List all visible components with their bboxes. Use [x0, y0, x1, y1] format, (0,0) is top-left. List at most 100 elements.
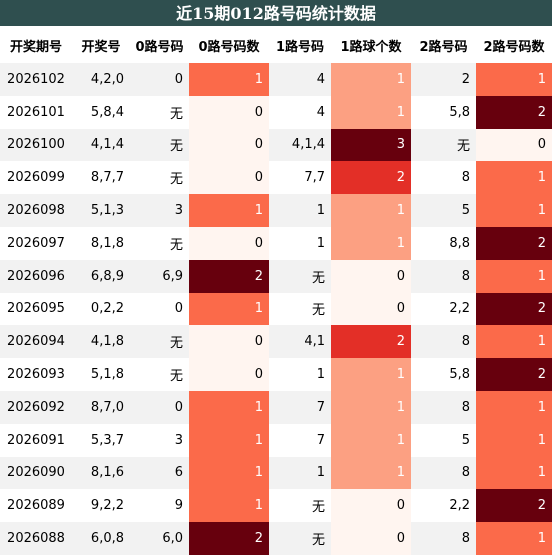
cell-route2-count: 1 [476, 423, 552, 457]
cell-route1-numbers: 1 [269, 194, 331, 227]
cell-draw-numbers: 8,1,6 [72, 456, 130, 490]
cell-issue: 2026090 [0, 456, 72, 490]
col-header-route2-numbers[interactable]: 2路号码 [411, 27, 476, 63]
cell-issue: 2026092 [0, 390, 72, 424]
cell-route2-numbers: 8 [411, 161, 476, 195]
cell-issue: 2026096 [0, 259, 72, 293]
cell-route0-numbers: 6,9 [130, 259, 189, 293]
table-row: 2026088 6,0,8 6,0 2 无 0 8 1 [0, 522, 552, 555]
table-body: 2026102 4,2,0 0 1 4 1 2 1 2026101 5,8,4 无 0 4 1 5,8 2 20… [0, 63, 552, 555]
cell-route2-count: 2 [476, 358, 552, 391]
cell-route1-count: 0 [331, 522, 411, 555]
cell-route0-count: 1 [189, 390, 269, 424]
cell-route0-numbers: 无 [130, 95, 189, 129]
cell-route0-count: 0 [189, 128, 269, 162]
table-row: 2026093 5,1,8 无 0 1 1 5,8 2 [0, 358, 552, 391]
cell-route1-count: 1 [331, 390, 411, 424]
table-row: 2026094 4,1,8 无 0 4,1 2 8 1 [0, 325, 552, 359]
cell-route0-numbers: 3 [130, 423, 189, 457]
table-row: 2026089 9,2,2 9 1 无 0 2,2 2 [0, 489, 552, 523]
col-header-issue[interactable]: 开奖期号 [0, 27, 72, 63]
cell-route2-count: 1 [476, 161, 552, 195]
cell-route2-numbers: 5,8 [411, 358, 476, 391]
cell-route1-numbers: 4,1,4 [269, 128, 331, 162]
cell-route2-numbers: 5 [411, 194, 476, 227]
cell-route0-numbers: 无 [130, 358, 189, 391]
cell-route2-numbers: 无 [411, 128, 476, 162]
cell-draw-numbers: 8,7,7 [72, 161, 130, 195]
cell-route2-numbers: 2,2 [411, 489, 476, 523]
cell-route1-count: 1 [331, 423, 411, 457]
cell-issue: 2026089 [0, 489, 72, 523]
cell-route0-count: 1 [189, 456, 269, 490]
cell-draw-numbers: 5,8,4 [72, 95, 130, 129]
cell-draw-numbers: 4,1,4 [72, 128, 130, 162]
cell-route0-numbers: 无 [130, 161, 189, 195]
table-row: 2026102 4,2,0 0 1 4 1 2 1 [0, 63, 552, 96]
cell-route0-numbers: 0 [130, 292, 189, 326]
cell-route1-numbers: 4,1 [269, 325, 331, 359]
cell-issue: 2026098 [0, 194, 72, 227]
cell-route2-numbers: 5 [411, 423, 476, 457]
cell-issue: 2026094 [0, 325, 72, 359]
cell-route1-count: 1 [331, 226, 411, 260]
cell-route2-count: 1 [476, 522, 552, 555]
cell-draw-numbers: 9,2,2 [72, 489, 130, 523]
cell-issue: 2026100 [0, 128, 72, 162]
cell-issue: 2026088 [0, 522, 72, 555]
table-row: 2026090 8,1,6 6 1 1 1 8 1 [0, 456, 552, 490]
cell-route2-numbers: 8 [411, 325, 476, 359]
cell-route0-numbers: 无 [130, 325, 189, 359]
cell-route0-count: 0 [189, 226, 269, 260]
cell-route2-count: 1 [476, 325, 552, 359]
cell-route1-count: 0 [331, 292, 411, 326]
cell-draw-numbers: 5,1,8 [72, 358, 130, 391]
cell-route1-numbers: 无 [269, 259, 331, 293]
cell-route0-numbers: 9 [130, 489, 189, 523]
col-header-route1-numbers[interactable]: 1路号码 [269, 27, 331, 63]
cell-route2-count: 1 [476, 456, 552, 490]
col-header-route0-numbers[interactable]: 0路号码 [130, 27, 189, 63]
cell-route2-count: 0 [476, 128, 552, 162]
table-row: 2026091 5,3,7 3 1 7 1 5 1 [0, 423, 552, 457]
cell-route0-count: 1 [189, 489, 269, 523]
cell-route2-count: 1 [476, 63, 552, 96]
cell-route0-count: 2 [189, 522, 269, 555]
cell-route2-count: 2 [476, 489, 552, 523]
cell-route2-count: 2 [476, 226, 552, 260]
cell-route0-numbers: 无 [130, 226, 189, 260]
cell-route2-numbers: 8 [411, 456, 476, 490]
cell-route1-numbers: 7 [269, 423, 331, 457]
cell-issue: 2026102 [0, 63, 72, 96]
cell-route2-count: 1 [476, 259, 552, 293]
cell-route0-count: 1 [189, 194, 269, 227]
cell-route0-numbers: 0 [130, 390, 189, 424]
cell-draw-numbers: 6,0,8 [72, 522, 130, 555]
col-header-draw[interactable]: 开奖号 [72, 27, 130, 63]
cell-route1-count: 1 [331, 63, 411, 96]
cell-route2-numbers: 8 [411, 522, 476, 555]
cell-route2-numbers: 5,8 [411, 95, 476, 129]
cell-route1-numbers: 1 [269, 226, 331, 260]
cell-route2-numbers: 8 [411, 390, 476, 424]
cell-route1-numbers: 无 [269, 292, 331, 326]
cell-route1-count: 2 [331, 325, 411, 359]
cell-route0-count: 1 [189, 292, 269, 326]
cell-issue: 2026093 [0, 358, 72, 391]
cell-route1-count: 0 [331, 489, 411, 523]
cell-route0-numbers: 0 [130, 63, 189, 96]
col-header-route1-count[interactable]: 1路球个数 [331, 27, 411, 63]
cell-route0-count: 0 [189, 358, 269, 391]
cell-route1-numbers: 7,7 [269, 161, 331, 195]
cell-route0-numbers: 3 [130, 194, 189, 227]
cell-route1-numbers: 1 [269, 456, 331, 490]
cell-route0-count: 0 [189, 161, 269, 195]
cell-route1-count: 3 [331, 128, 411, 162]
cell-issue: 2026091 [0, 423, 72, 457]
col-header-route0-count[interactable]: 0路号码数 [189, 27, 269, 63]
col-header-route2-count[interactable]: 2路号码数 [476, 27, 552, 63]
cell-draw-numbers: 0,2,2 [72, 292, 130, 326]
cell-route1-numbers: 7 [269, 390, 331, 424]
cell-route2-count: 1 [476, 194, 552, 227]
cell-route0-count: 2 [189, 259, 269, 293]
